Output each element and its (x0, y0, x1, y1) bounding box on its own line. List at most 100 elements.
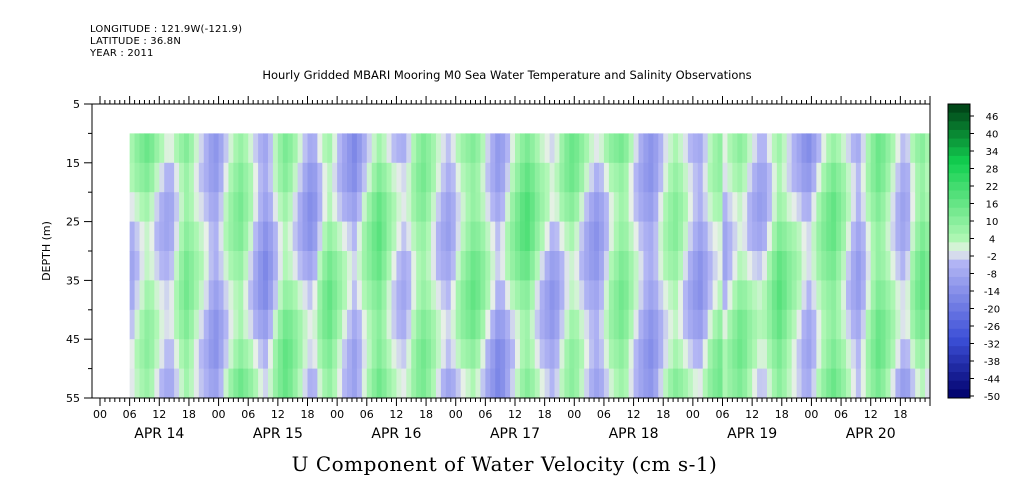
heatmap-cell (865, 309, 872, 340)
heatmap-cell (500, 192, 506, 223)
heatmap-cell (569, 251, 575, 281)
heatmap-cell (179, 162, 185, 193)
heatmap-cell (510, 251, 516, 281)
heatmap-cell (781, 162, 788, 193)
heatmap-cell (421, 339, 427, 370)
heatmap-cell (776, 133, 783, 164)
heatmap-cell (435, 339, 442, 370)
heatmap-cell (351, 251, 358, 281)
heatmap-cell (183, 251, 190, 281)
heatmap-cell (702, 221, 709, 252)
colorbar-segment (948, 225, 970, 235)
heatmap-cell (149, 221, 155, 252)
heatmap-cell (727, 368, 733, 399)
heatmap-cell (292, 192, 299, 223)
heatmap-cell (381, 162, 388, 193)
heatmap-cell (238, 162, 244, 193)
heatmap-cell (791, 162, 798, 193)
heatmap-cell (302, 251, 309, 281)
heatmap-cell (559, 221, 565, 252)
heatmap-cell (796, 133, 803, 164)
x-hour-label: 18 (182, 408, 196, 421)
heatmap-cell (475, 192, 482, 223)
heatmap-cell (603, 251, 610, 281)
heatmap-cell (342, 251, 348, 281)
heatmap-cell (342, 221, 348, 252)
heatmap-cell (673, 162, 679, 193)
x-hour-label: 12 (864, 408, 878, 421)
heatmap-cell (480, 162, 486, 193)
heatmap-cell (860, 280, 867, 311)
heatmap-cell (549, 251, 556, 281)
heatmap-cell (327, 192, 333, 223)
heatmap-cell (193, 221, 200, 252)
heatmap-cell (584, 309, 590, 340)
heatmap-cell (495, 280, 501, 311)
heatmap-cell (228, 162, 234, 193)
heatmap-cell (282, 162, 289, 193)
heatmap-cell (692, 192, 699, 223)
heatmap-cell (648, 368, 654, 399)
heatmap-cell (786, 280, 793, 311)
heatmap-cell (129, 339, 136, 370)
heatmap-cell (727, 192, 733, 223)
heatmap-cell (890, 368, 897, 399)
heatmap-cell (762, 309, 768, 340)
heatmap-cell (386, 339, 393, 370)
heatmap-cell (846, 162, 852, 193)
heatmap-cell (460, 339, 467, 370)
heatmap-cell (658, 133, 664, 164)
heatmap-cell (164, 221, 170, 252)
heatmap-cell (238, 280, 244, 311)
heatmap-cell (174, 280, 180, 311)
heatmap-cell (179, 280, 185, 311)
colorbar-segment (948, 346, 970, 356)
heatmap-cell (579, 251, 585, 281)
heatmap-cell (505, 162, 511, 193)
heatmap-cell (460, 280, 467, 311)
heatmap-cell (880, 162, 887, 193)
heatmap-cell (643, 162, 649, 193)
heatmap-cell (781, 368, 788, 399)
heatmap-cell (174, 339, 180, 370)
heatmap-cell (850, 251, 857, 281)
heatmap-cell (841, 368, 847, 399)
heatmap-cell (213, 339, 220, 370)
heatmap-cell (648, 309, 654, 340)
heatmap-cell (169, 339, 175, 370)
heatmap-cell (455, 280, 462, 311)
chart-title: Hourly Gridded MBARI Mooring M0 Sea Wate… (262, 68, 752, 82)
heatmap-cell (554, 133, 561, 164)
x-hour-label: 18 (301, 408, 315, 421)
heatmap-cell (376, 221, 383, 252)
heatmap-cell (594, 339, 600, 370)
heatmap-cell (411, 339, 417, 370)
heatmap-cell (643, 280, 649, 311)
heatmap-cell (776, 221, 783, 252)
heatmap-cell (633, 339, 640, 370)
heatmap-cell (450, 368, 457, 399)
heatmap-cell (776, 251, 783, 281)
heatmap-cell (618, 339, 625, 370)
heatmap-cell (549, 368, 556, 399)
heatmap-cell (332, 192, 338, 223)
heatmap-cell (277, 221, 284, 252)
heatmap-cell (208, 221, 215, 252)
heatmap-cell (855, 309, 862, 340)
heatmap-cell (910, 192, 916, 223)
heatmap-cell (435, 309, 442, 340)
heatmap-cell (272, 309, 279, 340)
heatmap-cell (450, 162, 457, 193)
heatmap-cell (673, 280, 679, 311)
heatmap-cell (258, 192, 264, 223)
heatmap-cell (920, 192, 926, 223)
heatmap-cell (737, 192, 743, 223)
heatmap-cell (445, 339, 452, 370)
heatmap-cell (915, 192, 921, 223)
heatmap-cell (811, 192, 817, 223)
heatmap-cell (455, 162, 462, 193)
heatmap-cell (159, 368, 165, 399)
heatmap-cell (618, 192, 625, 223)
heatmap-cell (337, 221, 343, 252)
heatmap-cell (149, 280, 155, 311)
